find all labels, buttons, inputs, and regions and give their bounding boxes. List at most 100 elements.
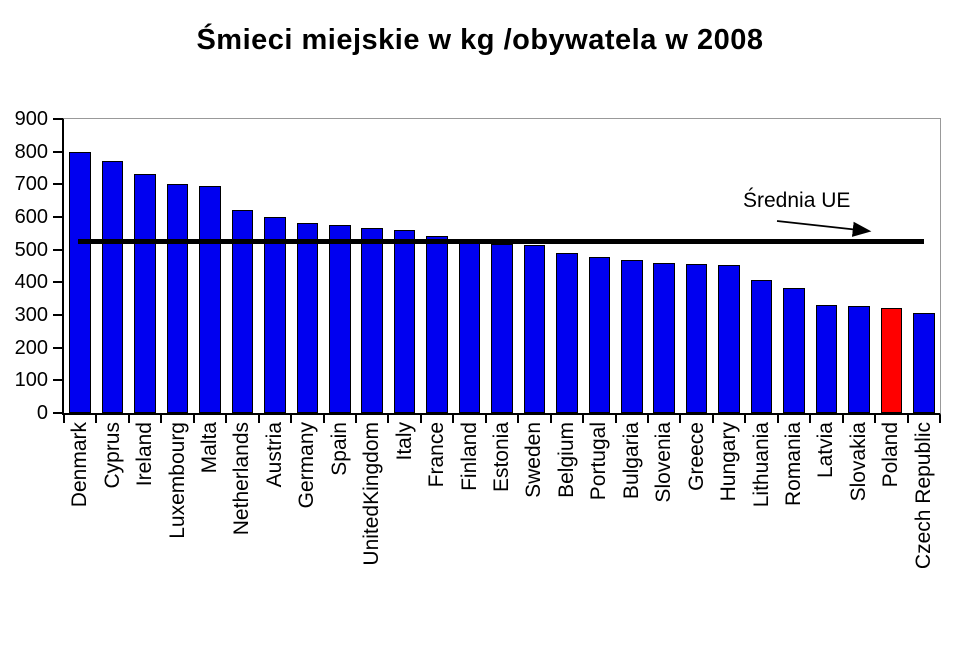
- eu-average-line: [78, 239, 924, 244]
- y-label-800: 800: [14, 140, 48, 163]
- bar-ireland: [134, 173, 156, 413]
- x-tick-4: [192, 415, 195, 423]
- bar-germany: [296, 223, 319, 413]
- x-tick-21: [744, 415, 747, 423]
- x-tick-15: [549, 415, 552, 423]
- x-tick-13: [484, 415, 487, 423]
- y-label-100: 100: [14, 369, 48, 392]
- bar-cyprus: [101, 161, 124, 413]
- x-label-czech-republic: Czech Republic: [911, 422, 935, 570]
- x-tick-8: [322, 415, 325, 423]
- y-tick-200: [53, 346, 63, 349]
- y-label-600: 600: [14, 206, 48, 228]
- x-tick-17: [614, 415, 617, 423]
- x-tick-3: [160, 415, 163, 423]
- y-label-0: 0: [36, 402, 48, 424]
- eu-average-label: Średnia UE: [743, 189, 851, 212]
- x-label-cyprus: Cyprus: [100, 422, 124, 489]
- x-label-sweden: Sweden: [522, 422, 546, 498]
- eu-average-arrow-icon: [776, 220, 872, 237]
- x-label-germany: Germany: [295, 422, 319, 509]
- bar-portugal: [588, 257, 611, 413]
- x-label-austria: Austria: [262, 422, 286, 488]
- y-label-500: 500: [14, 238, 48, 261]
- x-label-slovakia: Slovakia: [846, 422, 870, 502]
- x-tick-20: [711, 415, 714, 423]
- bar-latvia: [815, 304, 838, 413]
- bar-slovenia: [653, 263, 675, 413]
- bar-poland: [880, 308, 903, 413]
- x-tick-18: [647, 415, 649, 423]
- bar-spain: [329, 225, 351, 413]
- bar-sweden: [523, 245, 546, 413]
- y-tick-100: [53, 379, 63, 382]
- x-label-unitedkingdom: UnitedKingdom: [360, 422, 384, 566]
- bar-malta: [199, 185, 221, 413]
- x-label-latvia: Latvia: [814, 422, 838, 479]
- x-tick-9: [355, 415, 357, 423]
- x-tick-24: [841, 415, 844, 423]
- x-tick-14: [517, 415, 520, 423]
- x-label-france: France: [425, 422, 449, 488]
- x-tick-12: [452, 415, 455, 423]
- x-label-spain: Spain: [327, 422, 351, 476]
- x-label-hungary: Hungary: [717, 422, 741, 502]
- y-tick-400: [53, 281, 63, 284]
- bar-austria: [264, 216, 286, 413]
- bar-france: [426, 235, 448, 413]
- y-label-400: 400: [14, 271, 48, 294]
- x-tick-2: [127, 415, 130, 423]
- y-label-700: 700: [14, 173, 48, 196]
- x-label-estonia: Estonia: [490, 422, 513, 493]
- x-label-belgium: Belgium: [554, 422, 578, 498]
- bar-czech-republic: [913, 313, 935, 413]
- x-label-lithuania: Lithuania: [749, 422, 773, 508]
- bar-romania: [783, 288, 805, 413]
- x-tick-11: [419, 415, 422, 423]
- y-label-200: 200: [14, 336, 48, 359]
- bar-lithuania: [750, 280, 773, 413]
- x-tick-10: [387, 415, 390, 423]
- x-tick-0: [63, 415, 65, 423]
- y-label-300: 300: [14, 304, 48, 326]
- bar-denmark: [69, 151, 91, 413]
- x-tick-7: [290, 415, 293, 423]
- bar-italy: [393, 229, 416, 413]
- y-label-900: 900: [14, 108, 48, 130]
- x-label-finland: Finland: [457, 422, 481, 491]
- bar-netherlands: [231, 209, 254, 413]
- y-tick-0: [53, 412, 63, 414]
- y-tick-900: [53, 118, 63, 120]
- y-tick-500: [53, 248, 63, 251]
- bar-luxembourg: [166, 184, 189, 413]
- x-tick-6: [257, 415, 260, 423]
- x-label-romania: Romania: [782, 422, 805, 507]
- bar-bulgaria: [621, 260, 643, 413]
- x-label-poland: Poland: [879, 422, 903, 488]
- x-tick-19: [679, 415, 682, 423]
- x-label-slovenia: Slovenia: [652, 422, 676, 503]
- x-label-greece: Greece: [684, 422, 708, 491]
- bar-finland: [458, 242, 481, 413]
- x-tick-27: [939, 415, 941, 423]
- y-tick-300: [53, 314, 63, 316]
- x-label-malta: Malta: [198, 422, 221, 474]
- chart-title: Śmieci miejskie w kg /obywatela w 2008: [196, 24, 764, 56]
- x-label-denmark: Denmark: [68, 422, 92, 508]
- x-tick-5: [225, 415, 228, 423]
- plot-area: 0 100 200 300 400 500 600 700 800 900: [15, 109, 941, 423]
- bar-estonia: [491, 244, 513, 413]
- x-label-luxembourg: Luxembourg: [165, 422, 189, 539]
- bar-greece: [685, 264, 708, 413]
- y-tick-600: [53, 216, 63, 218]
- x-label-bulgaria: Bulgaria: [619, 422, 643, 500]
- x-tick-25: [874, 415, 877, 423]
- bar-belgium: [556, 252, 578, 413]
- bar-slovakia: [848, 305, 870, 413]
- x-tick-26: [906, 415, 909, 423]
- x-tick-1: [95, 415, 98, 423]
- x-axis-labels: Denmark Cyprus Ireland Luxembourg Malta Nethe…: [64, 414, 940, 654]
- y-tick-800: [53, 150, 63, 153]
- bar-unitedkingdom: [361, 228, 383, 413]
